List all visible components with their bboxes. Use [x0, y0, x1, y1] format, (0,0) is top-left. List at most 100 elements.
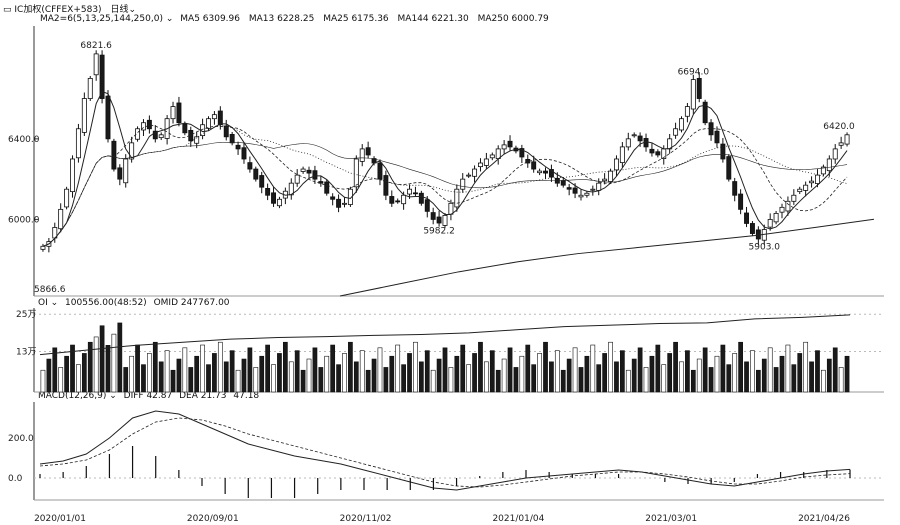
volume-bar	[129, 355, 135, 393]
candle-body	[679, 118, 684, 131]
candle-body	[454, 188, 460, 208]
candle-body	[820, 166, 826, 175]
volume-bar	[365, 369, 371, 393]
volume-bar	[147, 353, 152, 393]
candle-body	[235, 144, 241, 150]
volume-bar	[424, 350, 430, 393]
volume-bar	[342, 353, 347, 393]
volume-bar	[649, 355, 655, 393]
volume-bar	[755, 369, 761, 393]
period-dropdown[interactable]: 日线⌄	[110, 5, 136, 15]
date-tick-label: 2020/09/01	[187, 514, 239, 524]
macd-dropdown[interactable]: ⌄	[109, 391, 117, 401]
candle-body	[271, 192, 277, 204]
volume-bar	[407, 353, 412, 393]
candle-body	[543, 170, 548, 174]
volume-bar	[377, 347, 383, 393]
volume-bar	[720, 344, 726, 393]
volume-bar	[826, 358, 832, 393]
volume-bar	[46, 358, 52, 393]
ma-indicator-dropdown[interactable]: ⌄	[165, 14, 174, 24]
volume-bar	[702, 347, 708, 393]
volume-bar	[52, 347, 58, 393]
date-tick-label: 2020/11/02	[340, 514, 392, 524]
volume-bar	[661, 364, 667, 393]
candle-body	[590, 188, 596, 191]
oi-label: OI	[38, 298, 48, 308]
macd-label: MACD(12,26,9)	[38, 391, 107, 401]
period-label: 日线	[110, 5, 129, 15]
volume-bar	[821, 369, 826, 393]
candle-body	[377, 162, 383, 180]
candle-body	[519, 148, 525, 158]
macd-tick-label: 200.0	[8, 434, 34, 444]
volume-bar	[76, 364, 81, 393]
volume-bar	[164, 350, 170, 393]
candle-body	[259, 175, 265, 188]
volume-bar	[135, 344, 140, 393]
candle-body	[152, 130, 158, 140]
candle-body	[726, 156, 732, 180]
volume-bar	[732, 353, 738, 393]
window-icon: ▭	[3, 5, 12, 15]
candle-body	[81, 98, 87, 133]
candle-body	[684, 106, 690, 117]
candle-body	[336, 198, 342, 208]
candle-body	[785, 200, 791, 212]
volume-bar	[602, 353, 608, 393]
volume-bar	[87, 341, 93, 393]
candle-body	[832, 148, 838, 160]
candle-body	[608, 170, 614, 182]
volume-tick-label: 25万	[16, 310, 36, 320]
volume-bar	[395, 344, 401, 393]
candle-body	[779, 206, 785, 213]
candle-body	[111, 140, 117, 170]
volume-bar	[212, 353, 217, 393]
candle-body	[738, 193, 744, 210]
volume-bar	[560, 369, 566, 393]
candle-body	[732, 181, 738, 196]
volume-bar	[537, 353, 542, 393]
candle-body	[58, 208, 64, 230]
ma-indicator-label: MA2=6(5,13,25,144,250,0)	[40, 14, 163, 24]
candle-body	[560, 180, 566, 186]
candle-body	[566, 187, 572, 190]
candle-body	[478, 162, 483, 168]
candle-body	[436, 216, 442, 224]
candle-body	[117, 167, 123, 180]
volume-bar	[430, 369, 436, 393]
ma25-value: MA25 6175.36	[323, 14, 389, 24]
volume-bar	[294, 350, 300, 393]
volume-bar	[288, 361, 294, 393]
candle-body	[838, 142, 844, 146]
volume-bar	[324, 355, 330, 393]
candle-body	[401, 194, 407, 205]
volume-bar	[336, 364, 341, 393]
candle-body	[383, 175, 389, 196]
candle-body	[466, 174, 472, 177]
candle-body	[347, 188, 353, 205]
volume-bar	[70, 344, 75, 393]
volume-bar	[271, 364, 276, 393]
ma250-line	[339, 218, 875, 297]
volume-bar	[625, 369, 631, 393]
volume-bar	[690, 369, 696, 393]
volume-bar	[223, 361, 229, 393]
date-tick-label: 2021/04/26	[798, 514, 850, 524]
candle-body	[625, 138, 631, 148]
volume-bar	[472, 353, 477, 393]
volume-bar	[803, 341, 809, 393]
candle-body	[649, 148, 655, 154]
volume-bar	[726, 364, 732, 393]
volume-bar	[330, 344, 336, 393]
volume-bar	[466, 364, 472, 393]
candle-body	[407, 188, 412, 195]
volume-bar	[282, 341, 288, 393]
volume-bar	[513, 367, 519, 393]
volume-bar	[448, 367, 454, 393]
candle-body	[70, 158, 75, 193]
volume-bar	[667, 353, 673, 393]
volume-bar	[194, 355, 200, 393]
oi-dropdown[interactable]: ⌄	[50, 298, 59, 308]
